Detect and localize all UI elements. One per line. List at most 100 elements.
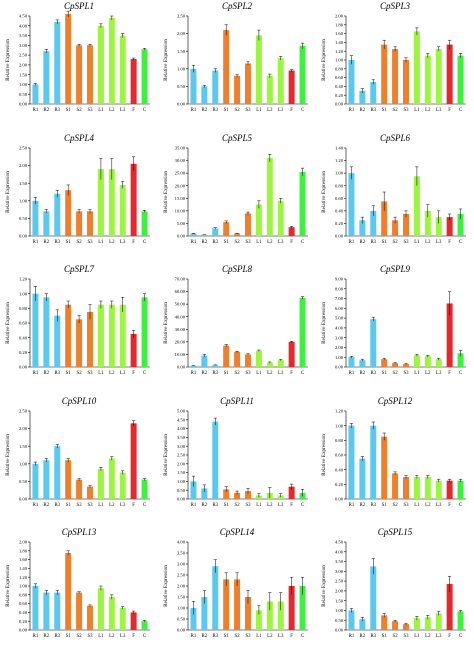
bar-L1 bbox=[255, 204, 262, 236]
y-tick-label: 0.60 bbox=[335, 75, 344, 80]
y-tick-label: 0.20 bbox=[335, 93, 344, 98]
y-tick-label: 0.00 bbox=[19, 628, 28, 633]
x-tick-label: C bbox=[143, 108, 146, 113]
bar-C bbox=[141, 49, 148, 104]
y-tick-label: 20.00 bbox=[175, 340, 186, 345]
y-axis-label: Relative Expression bbox=[321, 39, 327, 81]
x-tick-label: L3 bbox=[120, 634, 126, 639]
y-tick-label: 0.00 bbox=[177, 102, 186, 107]
x-tick-label: L3 bbox=[436, 240, 442, 245]
bar-S1 bbox=[65, 460, 72, 499]
bar-L1 bbox=[255, 350, 262, 368]
x-tick-label: R1 bbox=[349, 503, 355, 508]
bar-R3 bbox=[212, 566, 219, 631]
x-tick-label: L3 bbox=[278, 634, 284, 639]
chart-svg: 0.00 0.20 0.40 0.60 0.80 1.00 1.20 1.40 1.60 1.80… bbox=[5, 540, 150, 639]
y-tick-label: 1.20 bbox=[335, 408, 344, 413]
bar-S2 bbox=[392, 473, 399, 499]
x-tick-label: R1 bbox=[349, 634, 355, 639]
bar-S3 bbox=[403, 624, 409, 631]
bar-F bbox=[288, 70, 295, 104]
bar-L1 bbox=[97, 588, 104, 631]
y-tick-label: 1.00 bbox=[19, 461, 28, 466]
bar-F bbox=[130, 423, 137, 499]
chart-title: CpSPL14 bbox=[219, 527, 255, 538]
x-tick-label: F bbox=[132, 371, 135, 376]
x-tick-label: L1 bbox=[256, 371, 262, 376]
x-tick-label: C bbox=[301, 503, 304, 508]
y-axis-label: Relative Expression bbox=[321, 434, 327, 476]
bar-L2 bbox=[266, 75, 273, 104]
bar-L2 bbox=[424, 617, 431, 631]
x-tick-label: L1 bbox=[414, 503, 420, 508]
chart-title: CpSPL15 bbox=[377, 527, 413, 538]
bar-R3 bbox=[54, 445, 61, 499]
bar-R3 bbox=[54, 592, 61, 631]
x-tick-label: L2 bbox=[425, 503, 431, 508]
x-tick-label: L3 bbox=[436, 108, 442, 113]
bar-L1 bbox=[97, 304, 104, 368]
bar-R1 bbox=[32, 586, 39, 631]
x-tick-label: L1 bbox=[98, 503, 104, 508]
bar-L1 bbox=[413, 355, 420, 368]
x-tick-label: R1 bbox=[33, 503, 39, 508]
x-tick-label: R2 bbox=[202, 634, 208, 639]
chart-title: CpSPL10 bbox=[61, 395, 97, 406]
chart-svg: 0.00 5.00 10.00 15.00 20.00 25.00 30.00 35.00 Re… bbox=[163, 145, 308, 245]
bar-S2 bbox=[76, 210, 83, 236]
x-tick-label: C bbox=[459, 108, 462, 113]
y-tick-label: 0.00 bbox=[177, 496, 186, 501]
bar-S2 bbox=[392, 363, 399, 368]
y-tick-label: 1.00 bbox=[335, 170, 344, 175]
bar-S3 bbox=[403, 60, 409, 104]
x-tick-label: L3 bbox=[278, 371, 284, 376]
bar-S1 bbox=[223, 221, 230, 236]
x-tick-label: S1 bbox=[382, 503, 388, 508]
chart-panel-CpSPL3: CpSPL3 0.00 0.20 0.40 0.60 0.80 1.00 1.20 1.40 1.… bbox=[316, 0, 474, 131]
y-tick-label: 0.80 bbox=[335, 438, 344, 443]
x-tick-label: S2 bbox=[235, 371, 241, 376]
x-tick-label: S2 bbox=[77, 371, 83, 376]
y-tick-label: 0.00 bbox=[335, 496, 344, 501]
x-tick-label: R1 bbox=[349, 240, 355, 245]
y-tick-label: 2.50 bbox=[177, 573, 186, 578]
bar-R3 bbox=[212, 70, 219, 104]
bar-S2 bbox=[76, 479, 83, 499]
bar-S2 bbox=[234, 352, 241, 368]
x-tick-label: R2 bbox=[360, 371, 366, 376]
x-tick-label: S2 bbox=[235, 634, 241, 639]
bar-S2 bbox=[234, 492, 241, 499]
x-tick-label: C bbox=[143, 371, 146, 376]
y-tick-label: 0.20 bbox=[19, 350, 28, 355]
x-tick-label: C bbox=[143, 503, 146, 508]
bar-R3 bbox=[370, 425, 377, 499]
chart-panel-CpSPL8: CpSPL8 0.00 10.00 20.00 30.00 40.00 50.00 60.00… bbox=[158, 263, 316, 394]
bar-L1 bbox=[413, 476, 420, 499]
x-tick-label: L1 bbox=[414, 371, 420, 376]
x-tick-label: F bbox=[448, 634, 451, 639]
bar-S3 bbox=[245, 597, 251, 631]
x-tick-label: L2 bbox=[109, 371, 115, 376]
y-tick-label: 1.60 bbox=[19, 558, 28, 563]
bar-L1 bbox=[97, 468, 104, 499]
bar-S3 bbox=[87, 312, 93, 368]
y-tick-label: 1.60 bbox=[335, 31, 344, 36]
chart-svg: 0.00 0.50 1.00 1.50 2.00 2.50 Relative Express… bbox=[163, 14, 308, 113]
bar-R2 bbox=[359, 360, 366, 368]
x-tick-label: S3 bbox=[403, 634, 409, 639]
bar-F bbox=[446, 44, 453, 104]
x-tick-label: F bbox=[132, 634, 135, 639]
bar-F bbox=[446, 584, 453, 631]
bar-C bbox=[141, 479, 148, 499]
x-tick-label: R2 bbox=[360, 108, 366, 113]
x-tick-label: S1 bbox=[224, 634, 230, 639]
bar-R2 bbox=[359, 90, 366, 104]
y-tick-label: 3.50 bbox=[335, 560, 344, 565]
bar-S3 bbox=[245, 490, 251, 499]
y-tick-label: 0.00 bbox=[335, 102, 344, 107]
y-tick-label: 0.00 bbox=[19, 365, 28, 370]
bar-F bbox=[130, 334, 137, 368]
x-tick-label: S1 bbox=[66, 108, 72, 113]
chart-svg: 0.00 1.00 2.00 3.00 4.00 5.00 6.00 7.00 8.00 9.00… bbox=[321, 277, 466, 376]
